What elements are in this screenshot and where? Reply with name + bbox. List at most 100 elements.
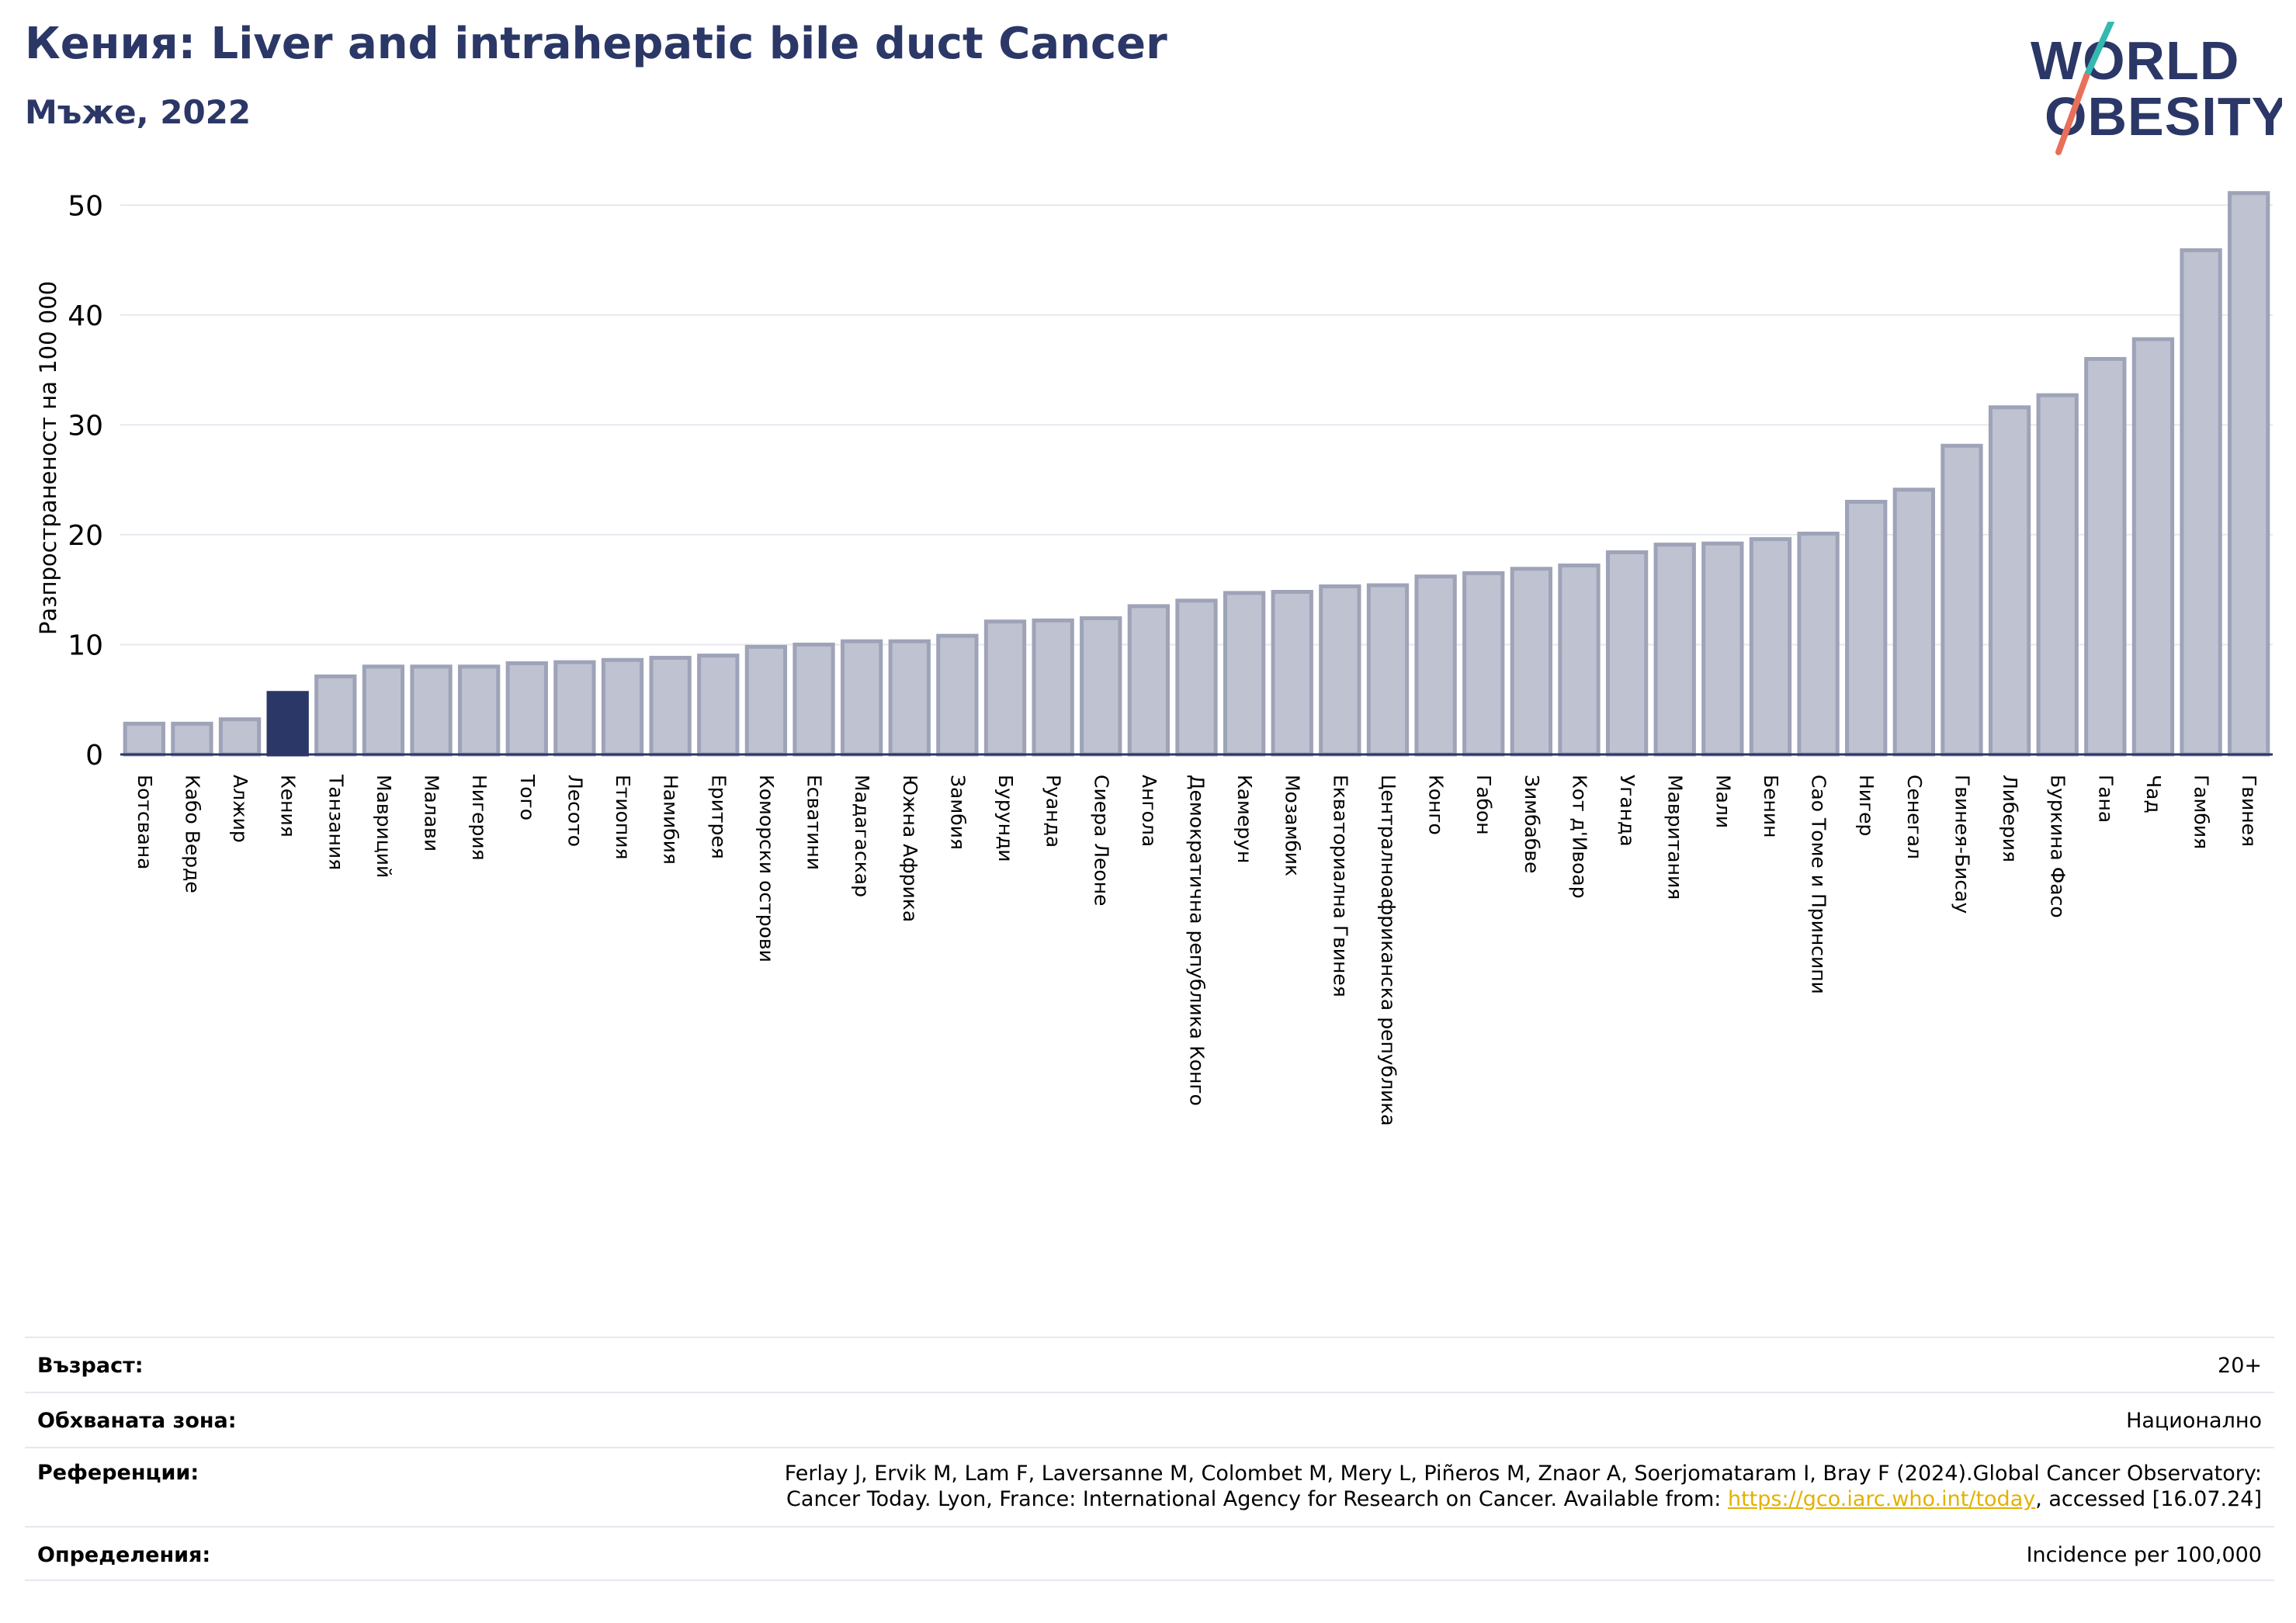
bar [1558,564,1601,757]
bar [218,717,262,757]
x-tick-label: Есватини [803,775,826,870]
bar [505,661,548,757]
bar [936,633,979,757]
x-tick-label: Сао Томе и Принсипи [1808,775,1830,994]
x-tick-label: Бурунди [994,775,1017,862]
x-tick-label: Буркина Фасо [2047,775,2069,918]
logo-slash-top [2083,22,2114,79]
bar [266,691,309,757]
references-line-2-suffix: , accessed [16.07.24] [2035,1487,2262,1511]
bar [1414,574,1457,757]
logo-text-world: WORLD [2031,30,2239,91]
logo-text-obesity: OBESITY [2045,86,2282,147]
info-row-definitions: Определения: Incidence per 100,000 [25,1526,2274,1581]
bars [123,191,2270,757]
age-value: 20+ [2218,1354,2262,1378]
logo-slash-bottom [2055,73,2090,155]
x-tick-label: Сиера Леоне [1090,775,1112,906]
bar [362,664,405,757]
x-tick-label: Габон [1472,775,1495,835]
bar [744,644,788,757]
bar [1941,443,1983,757]
x-tick-label: Мавриций [373,775,395,878]
bar [2131,337,2175,757]
x-tick-label: Гамбия [2190,775,2213,849]
y-tick-label: 10 [68,629,103,661]
age-label: Възраст: [37,1354,144,1378]
info-table: Възраст: 20+ Обхваната зона: Национално … [25,1337,2274,1581]
y-tick-label: 40 [68,300,103,332]
references-line-2-prefix: Cancer Today. Lyon, France: Internationa… [786,1487,1728,1511]
x-tick-label: Лесото [564,775,586,847]
x-tick-label: Мозамбик [1282,775,1304,876]
definitions-value: Incidence per 100,000 [2026,1543,2262,1567]
references-line-1: Ferlay J, Ervik M, Lam F, Laversanne M, … [784,1462,2262,1486]
y-tick-label: 30 [68,410,103,442]
page-subtitle: Мъже, 2022 [25,93,251,131]
bar [1175,598,1218,757]
bar [840,639,883,757]
bar [1366,583,1410,757]
bar [793,642,835,757]
info-row-area: Обхваната зона: Национално [25,1392,2274,1447]
x-tick-label: Ангола [1138,775,1160,847]
bar [1988,405,2031,757]
x-tick-label: Нигерия [468,775,491,861]
x-tick-label: Замбия [946,775,969,850]
x-tick-label: Кот д'Ивоар [1568,775,1590,899]
bar [1319,584,1361,757]
bar [697,654,740,757]
x-tick-label: Кабо Верде [181,775,203,893]
bar [649,655,692,757]
x-tick-label: Централноафриканска република [1377,775,1399,1126]
bar [1892,487,1935,757]
x-tick-label: Еритрея [707,775,730,859]
bar [1462,570,1505,757]
x-axis-labels: Ботсвана Кабо Верде Алжир Кения Танзания Мавр… [134,774,2260,1126]
bar [171,721,213,757]
y-axis-ticks: 0 10 20 30 40 50 [68,190,103,772]
x-tick-label: Малави [421,775,443,851]
bar [314,675,357,757]
definitions-label: Определения: [37,1543,211,1567]
x-tick-label: Танзания [324,774,347,870]
bar [458,664,501,757]
bar [601,657,644,757]
bar [1653,543,1696,757]
info-row-references: Референции: Ferlay J, Ervik M, Lam F, La… [25,1447,2274,1526]
y-tick-label: 0 [85,740,103,772]
x-tick-label: Гвинея [2238,775,2260,847]
bar [123,721,165,757]
x-tick-label: Конго [1425,775,1448,835]
x-tick-label: Демократична република Конго [1186,775,1209,1106]
area-label: Обхваната зона: [37,1409,237,1433]
x-tick-label: Намибия [660,775,682,865]
x-tick-label: Гана [2094,775,2117,823]
x-tick-label: Мадагаскар [851,775,873,897]
x-tick-label: Мавритания [1664,775,1687,900]
x-tick-label: Ботсвана [134,775,156,869]
references-label: Референции: [37,1461,199,1485]
bar [1032,618,1074,757]
x-tick-label: Зимбабве [1521,775,1543,873]
bar [888,639,931,757]
y-tick-label: 50 [68,190,103,222]
x-tick-label: Бенин [1760,775,1782,838]
x-tick-label: Руанда [1042,775,1065,848]
x-tick-label: Етиопия [612,775,634,860]
x-tick-label: Екваториална Гвинея [1329,775,1351,997]
x-tick-label: Южна Африка [899,775,921,922]
bar [1845,499,1888,757]
bar [2084,356,2127,757]
bar [553,660,596,757]
x-tick-label: Мали [1712,775,1734,828]
bar [1701,541,1744,757]
bar [1223,591,1266,757]
bar [410,664,453,757]
x-tick-label: Коморски острови [755,775,778,962]
page-title: Кения: Liver and intrahepatic bile duct … [25,19,1167,69]
bar [1080,616,1122,757]
references-link[interactable]: https://gco.iarc.who.int/today [1727,1487,2036,1511]
y-tick-label: 20 [68,520,103,552]
x-tick-label: Уганда [1616,775,1639,847]
